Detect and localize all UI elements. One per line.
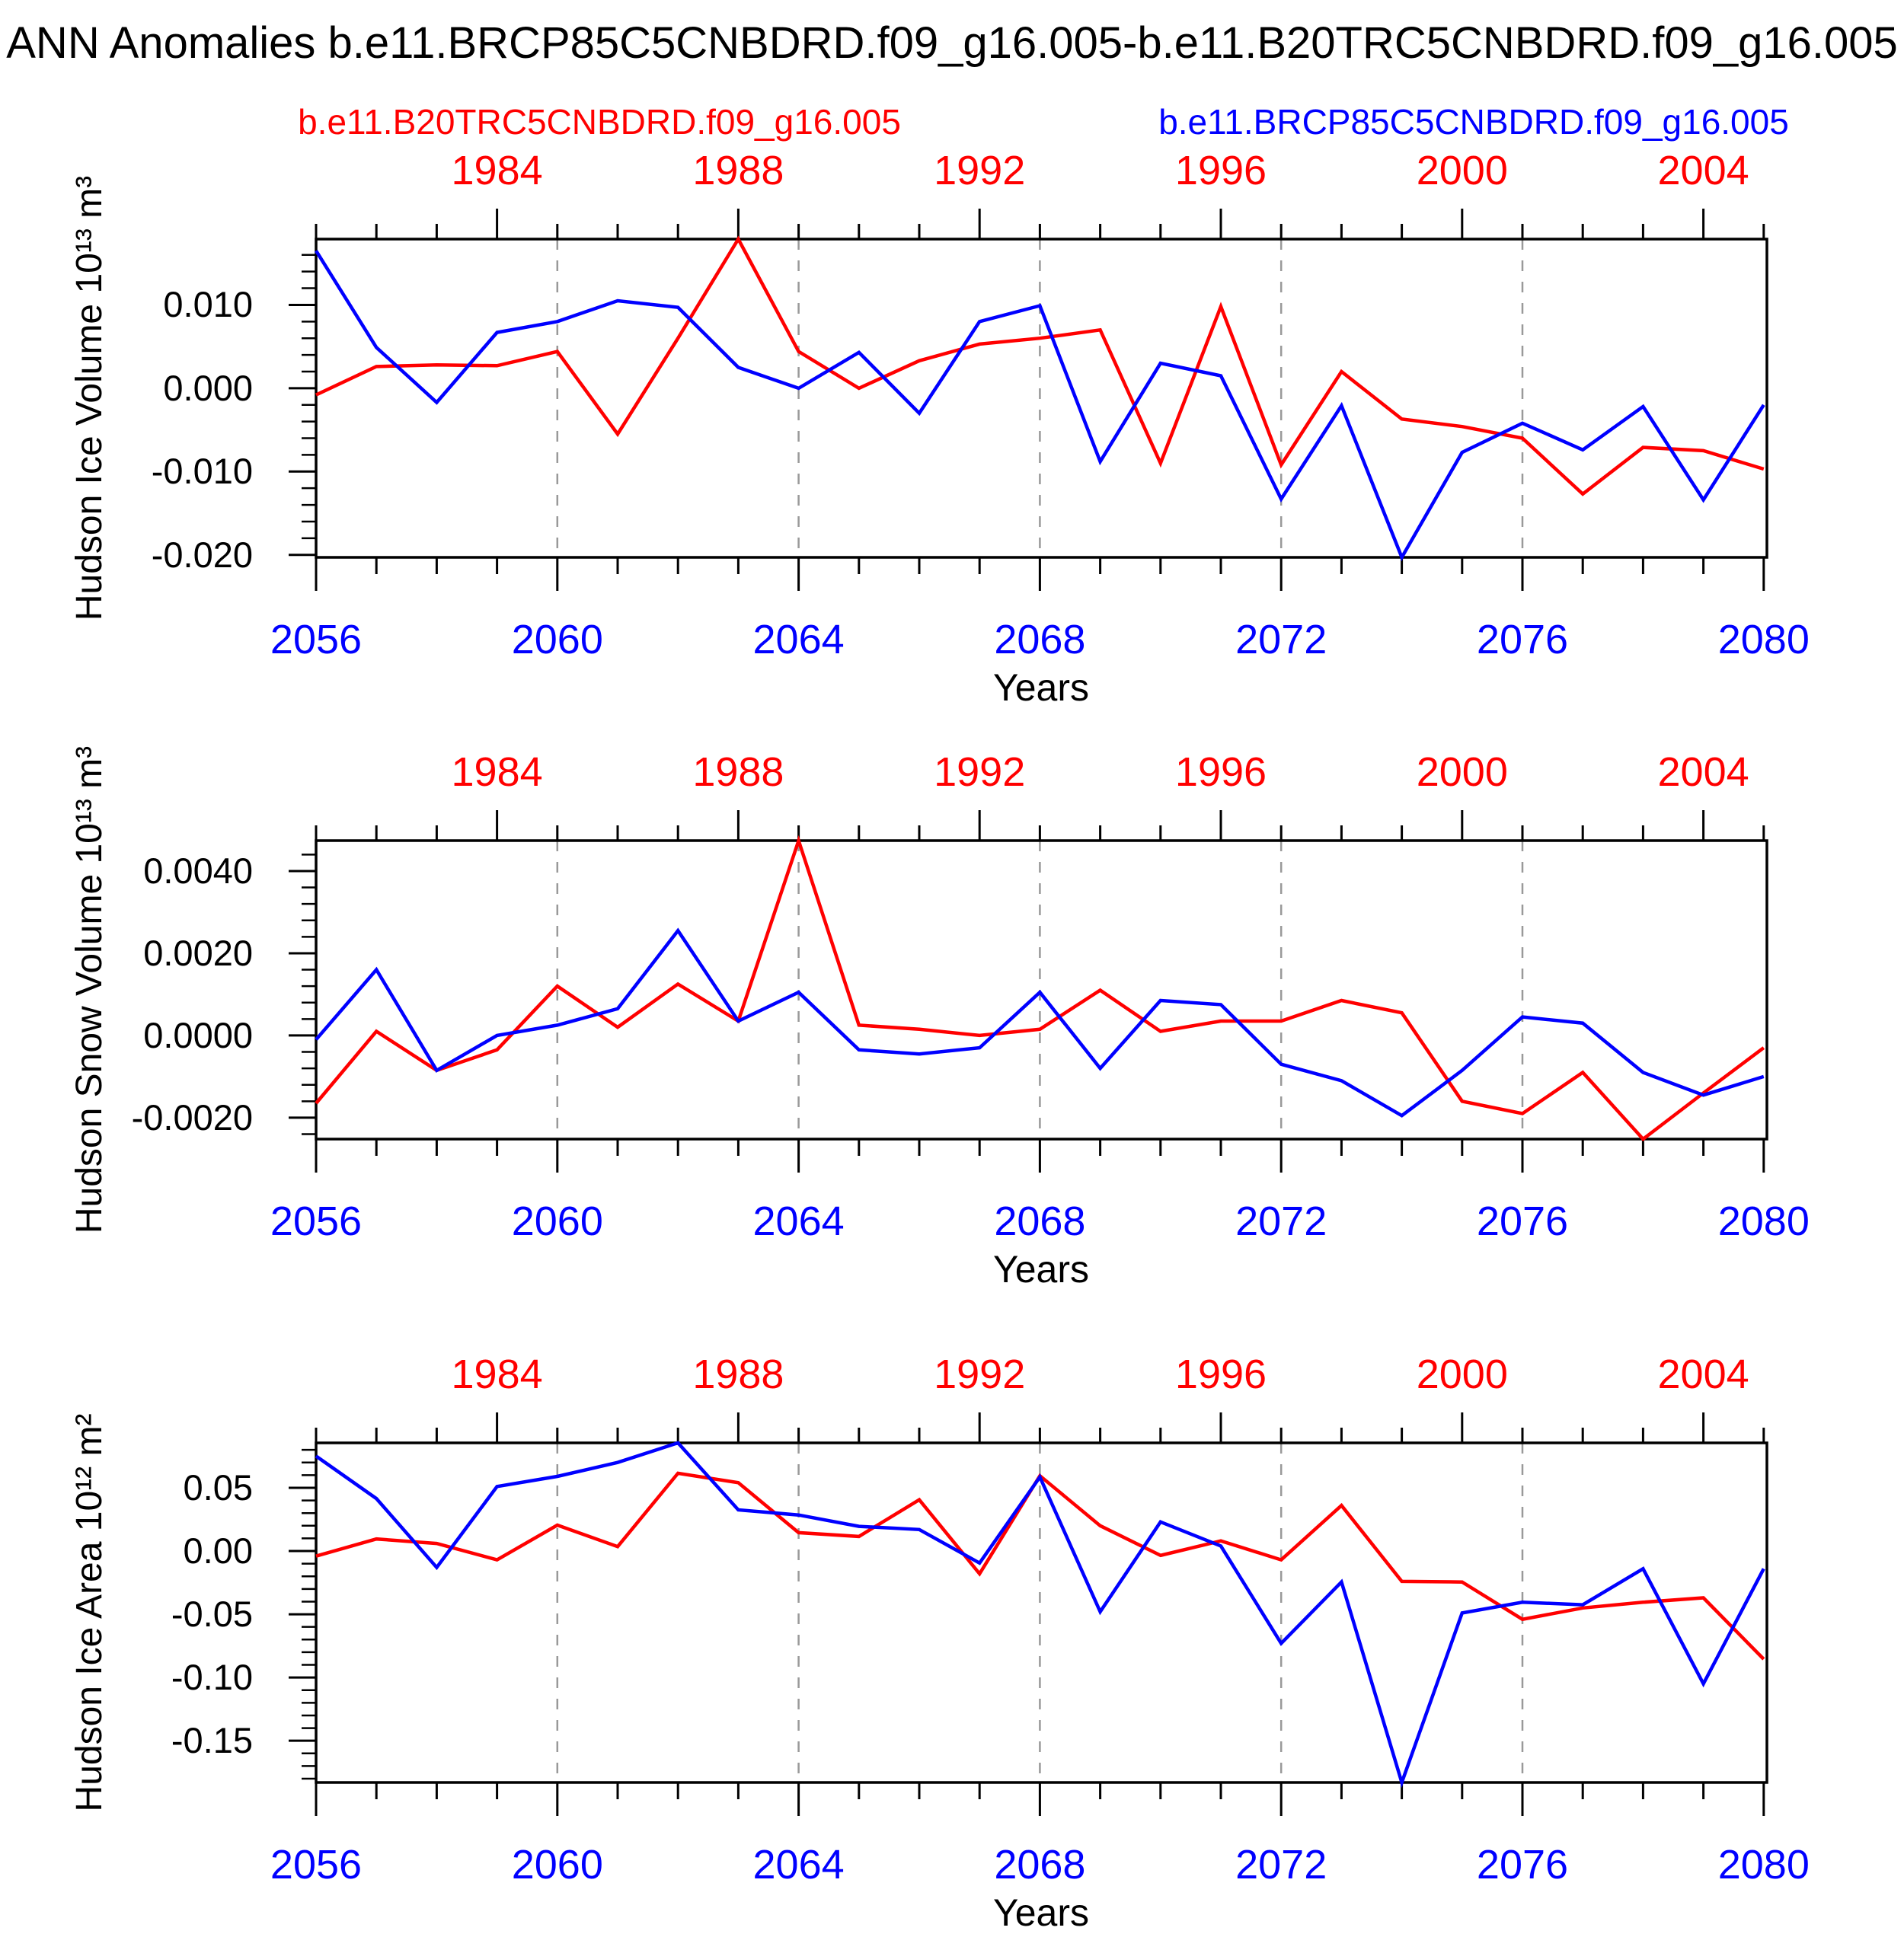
y-tick-label: 0.010 xyxy=(163,284,253,325)
series-line-red xyxy=(315,235,1765,496)
x-axis-title-panel3: Years xyxy=(992,1891,1090,1934)
x-tick-label-bottom: 2068 xyxy=(994,1842,1086,1888)
x-tick-label-bottom: 2072 xyxy=(1235,1842,1327,1888)
x-tick-label-top: 2000 xyxy=(1416,1352,1508,1397)
x-axis-title-panel1: Years xyxy=(992,666,1090,709)
plot-box xyxy=(315,238,1768,559)
y-tick-label: -0.0020 xyxy=(131,1096,253,1138)
y-tick-label: 0.0040 xyxy=(143,850,253,891)
y-tick-label: 0.00 xyxy=(183,1530,253,1572)
x-tick-label-bottom: 2068 xyxy=(994,617,1086,662)
x-tick-label-top: 2004 xyxy=(1657,1352,1749,1397)
plot-box xyxy=(315,839,1768,1141)
x-tick-label-bottom: 2080 xyxy=(1717,1842,1810,1888)
x-tick-label-top: 1988 xyxy=(692,749,784,795)
x-tick-label-bottom: 2076 xyxy=(1476,617,1569,662)
x-tick-label-top: 1992 xyxy=(934,749,1026,795)
x-tick-label-top: 1992 xyxy=(934,1352,1026,1397)
x-tick-label-bottom: 2076 xyxy=(1476,1198,1569,1244)
x-tick-label-bottom: 2072 xyxy=(1235,617,1327,662)
x-tick-label-bottom: 2064 xyxy=(752,1198,845,1244)
y-tick-label: -0.020 xyxy=(151,534,253,575)
x-tick-label-bottom: 2056 xyxy=(270,1842,363,1888)
x-tick-label-top: 1988 xyxy=(692,1352,784,1397)
x-tick-label-top: 1984 xyxy=(451,148,543,193)
x-tick-label-top: 2000 xyxy=(1416,749,1508,795)
legend-blue-label: b.e11.BRCP85C5CNBDRD.f09_g16.005 xyxy=(1158,102,1789,142)
x-tick-label-bottom: 2064 xyxy=(752,617,845,662)
x-tick-label-top: 1996 xyxy=(1174,148,1267,193)
x-tick-label-top: 2004 xyxy=(1657,148,1749,193)
y-tick-label: 0.0000 xyxy=(143,1014,253,1055)
x-tick-label-top: 1988 xyxy=(692,148,784,193)
x-tick-label-top: 1996 xyxy=(1174,749,1267,795)
y-tick-label: 0.0020 xyxy=(143,932,253,973)
x-axis-title-panel2: Years xyxy=(992,1248,1090,1291)
x-tick-label-bottom: 2080 xyxy=(1717,617,1810,662)
series-line-blue xyxy=(315,1441,1765,1789)
x-tick-label-bottom: 2060 xyxy=(511,1842,603,1888)
x-tick-label-bottom: 2072 xyxy=(1235,1198,1327,1244)
x-tick-label-top: 1984 xyxy=(451,1352,543,1397)
x-tick-label-bottom: 2060 xyxy=(511,617,603,662)
y-tick-label: -0.05 xyxy=(171,1594,253,1635)
chart-title: ANN Anomalies b.e11.BRCP85C5CNBDRD.f09_g… xyxy=(6,18,1898,68)
series-line-blue xyxy=(315,250,1765,562)
x-tick-label-top: 1992 xyxy=(934,148,1026,193)
x-tick-label-bottom: 2060 xyxy=(511,1198,603,1244)
x-tick-label-bottom: 2056 xyxy=(270,617,363,662)
x-tick-label-top: 1996 xyxy=(1174,1352,1267,1397)
x-tick-label-top: 2004 xyxy=(1657,749,1749,795)
y-axis-title-snow-volume: Hudson Snow Volume 10¹³ m³ xyxy=(69,745,110,1234)
x-tick-label-top: 1984 xyxy=(451,749,543,795)
y-tick-label: -0.15 xyxy=(171,1720,253,1761)
legend-red-label: b.e11.B20TRC5CNBDRD.f09_g16.005 xyxy=(298,102,901,142)
y-tick-label: 0.000 xyxy=(163,367,253,408)
x-tick-label-bottom: 2068 xyxy=(994,1198,1086,1244)
x-tick-label-bottom: 2056 xyxy=(270,1198,363,1244)
series-line-red xyxy=(315,835,1765,1142)
y-tick-label: 0.05 xyxy=(183,1466,253,1508)
x-tick-label-bottom: 2080 xyxy=(1717,1198,1810,1244)
plot-box xyxy=(315,1441,1768,1784)
x-tick-label-bottom: 2076 xyxy=(1476,1842,1569,1888)
series-line-blue xyxy=(315,927,1765,1118)
series-line-red xyxy=(315,1471,1765,1661)
x-tick-label-top: 2000 xyxy=(1416,148,1508,193)
y-tick-label: -0.010 xyxy=(151,451,253,492)
y-tick-label: -0.10 xyxy=(171,1657,253,1698)
x-tick-label-bottom: 2064 xyxy=(752,1842,845,1888)
